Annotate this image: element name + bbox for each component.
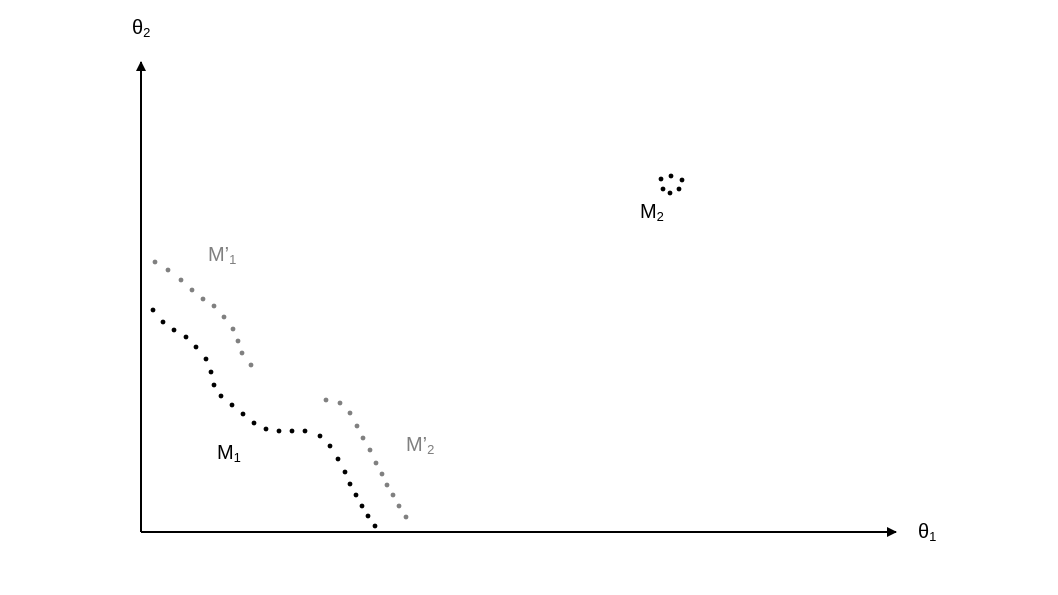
curve-m2-prime-dot-4 — [354, 423, 360, 429]
curve-m1-dot-7 — [208, 369, 214, 375]
curve-label-m2-prime-base: M — [406, 434, 423, 456]
curve-m2-prime-dot-9 — [384, 482, 390, 488]
curve-m1-prime-dot-9 — [235, 338, 241, 344]
y-axis-label-base: θ — [132, 17, 144, 39]
curve-label-m1-prime-mark: ’ — [224, 244, 230, 266]
curve-label-m2-sub: 2 — [656, 209, 664, 224]
curve-m1-prime-dot-10 — [239, 350, 245, 356]
curve-m1-dot-10 — [229, 402, 235, 408]
curve-m1-prime-dot-1 — [152, 259, 158, 265]
curve-label-m2-base: M — [640, 201, 657, 223]
curve-label-m2-prime-sub: 2 — [427, 442, 435, 457]
curve-label-m1-base: M — [217, 442, 234, 464]
curve-m1-prime-dot-3 — [178, 277, 184, 283]
curve-m2-prime-dot-7 — [373, 460, 379, 466]
dotted-curves — [150, 173, 685, 529]
x-axis-label: θ1 — [918, 522, 936, 547]
curve-m1-prime-dot-11 — [248, 362, 254, 368]
curve-m1-dot-4 — [183, 334, 189, 340]
curve-m2-dot-3 — [679, 177, 685, 183]
curve-m1-prime-dot-5 — [200, 296, 206, 302]
curve-label-m1-sub: 1 — [233, 450, 241, 465]
curve-m1-dot-23 — [359, 503, 365, 509]
curve-label-m1-prime-sub: 1 — [229, 252, 237, 267]
curve-m2-dot-6 — [660, 186, 666, 192]
curve-m1-dot-18 — [327, 443, 333, 449]
curve-m1-dot-22 — [353, 492, 359, 498]
curve-m1-dot-14 — [276, 428, 282, 434]
curve-m2-dot-1 — [658, 176, 664, 182]
curve-m1-dot-24 — [365, 513, 371, 519]
curve-m1-dot-2 — [160, 319, 166, 325]
curve-m1-dot-6 — [203, 356, 209, 362]
curve-m1-prime-dot-6 — [211, 303, 217, 309]
curve-label-m2: M2 — [640, 202, 664, 227]
curve-m1-dot-17 — [317, 433, 323, 439]
x-axis-label-base: θ — [918, 521, 930, 543]
curve-m1-dot-9 — [218, 393, 224, 399]
curve-m1-dot-1 — [150, 307, 156, 313]
curve-m1-prime-dot-8 — [230, 326, 236, 332]
y-axis-label: θ2 — [132, 18, 150, 43]
curve-label-m1: M1 — [217, 443, 241, 468]
curve-m2-prime-dot-12 — [403, 514, 409, 520]
curve-m1-dot-8 — [211, 382, 217, 388]
curve-m1-prime-dot-7 — [221, 314, 227, 320]
curve-label-m1-prime-base: M — [208, 244, 225, 266]
curve-label-m2-prime: M’2 — [406, 435, 434, 460]
curve-m2-dot-5 — [667, 190, 673, 196]
curve-m2-dot-4 — [676, 186, 682, 192]
x-axis-label-sub: 1 — [929, 529, 937, 544]
curve-m1-dot-16 — [302, 428, 308, 434]
curve-m1-dot-21 — [347, 481, 353, 487]
curve-m1-dot-5 — [193, 344, 199, 350]
curve-m2-prime-dot-6 — [367, 447, 373, 453]
curve-m1-dot-19 — [335, 456, 341, 462]
curve-label-m2-prime-mark: ’ — [422, 434, 428, 456]
curve-m1-dot-20 — [342, 469, 348, 475]
curve-m2-prime-dot-11 — [396, 503, 402, 509]
curve-m1-dot-25 — [372, 523, 378, 529]
curve-m2-prime-dot-3 — [347, 410, 353, 416]
curve-m2-prime-dot-5 — [360, 435, 366, 441]
curve-m2-prime-dot-1 — [323, 397, 329, 403]
curve-label-m1-prime: M’1 — [208, 245, 236, 270]
y-axis-label-sub: 2 — [143, 25, 151, 40]
curve-m2-prime-dot-8 — [379, 471, 385, 477]
curve-m1-dot-13 — [263, 426, 269, 432]
curve-m2-prime-dot-10 — [390, 492, 396, 498]
curve-m1-prime-dot-2 — [165, 267, 171, 273]
curve-m1-dot-12 — [251, 420, 257, 426]
curve-m1-dot-11 — [240, 411, 246, 417]
curve-m1-prime-dot-4 — [189, 287, 195, 293]
curve-m1-dot-3 — [171, 327, 177, 333]
curve-m1-dot-15 — [289, 428, 295, 434]
curve-m2-dot-2 — [668, 173, 674, 179]
curve-m2-prime-dot-2 — [337, 400, 343, 406]
